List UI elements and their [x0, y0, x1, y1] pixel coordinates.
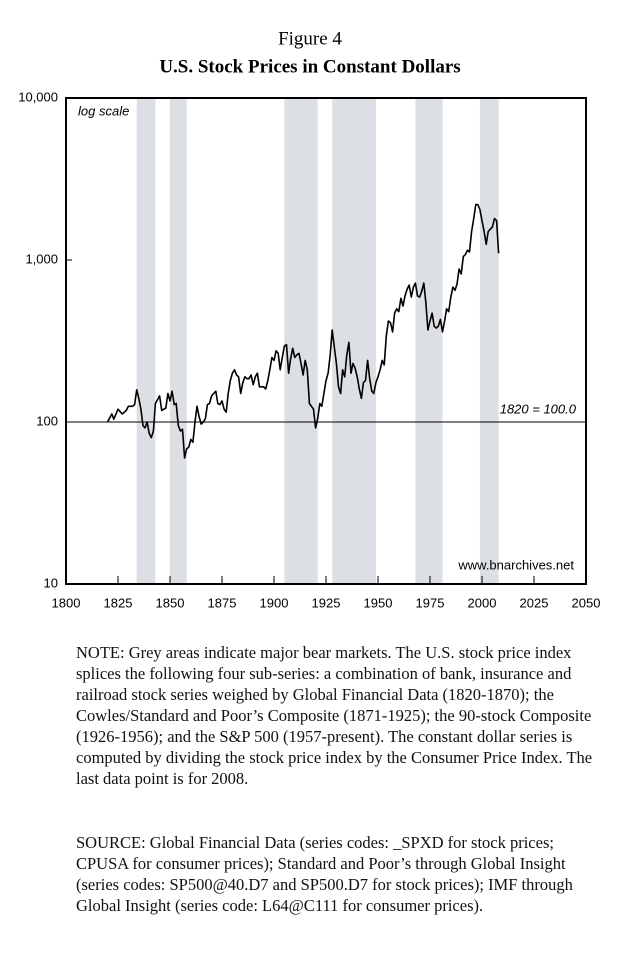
- chart-title: Figure 4: [278, 28, 342, 49]
- price-line: [106, 203, 500, 459]
- x-tick-label: 2000: [468, 595, 497, 610]
- plot-frame: [65, 97, 587, 585]
- source: SOURCE: Global Financial Data (series co…: [76, 833, 573, 915]
- reference-label: 1820 = 100.0: [500, 401, 577, 416]
- x-tick-label: 1975: [416, 595, 445, 610]
- chart-subtitle: U.S. Stock Prices in Constant Dollars: [159, 56, 460, 77]
- chart: Figure 4 U.S. Stock Prices in Constant D…: [18, 28, 601, 610]
- x-tick-label: 2050: [572, 595, 601, 610]
- x-tick-label: 1825: [104, 595, 133, 610]
- note: NOTE: Grey areas indicate major bear mar…: [76, 643, 593, 788]
- bear-market-band: [170, 98, 187, 584]
- source-url: www.bnarchives.net: [457, 557, 574, 572]
- y-tick-label: 10: [44, 575, 58, 590]
- y-tick-label: 10,000: [18, 89, 58, 104]
- x-tick-label: 1850: [156, 595, 185, 610]
- x-tick-label: 1800: [52, 595, 81, 610]
- log-scale-label: log scale: [78, 103, 129, 118]
- bear-market-band: [479, 98, 499, 584]
- x-tick-label: 1950: [364, 595, 393, 610]
- y-tick-label: 100: [36, 413, 58, 428]
- x-tick-label: 2025: [520, 595, 549, 610]
- x-tick-label: 1925: [312, 595, 341, 610]
- bear-market-band: [415, 98, 443, 584]
- x-tick-label: 1875: [208, 595, 237, 610]
- bear-market-band: [284, 98, 318, 584]
- x-tick-label: 1900: [260, 595, 289, 610]
- bear-market-band: [332, 98, 376, 584]
- y-tick-label: 1,000: [25, 251, 58, 266]
- bear-market-band: [136, 98, 156, 584]
